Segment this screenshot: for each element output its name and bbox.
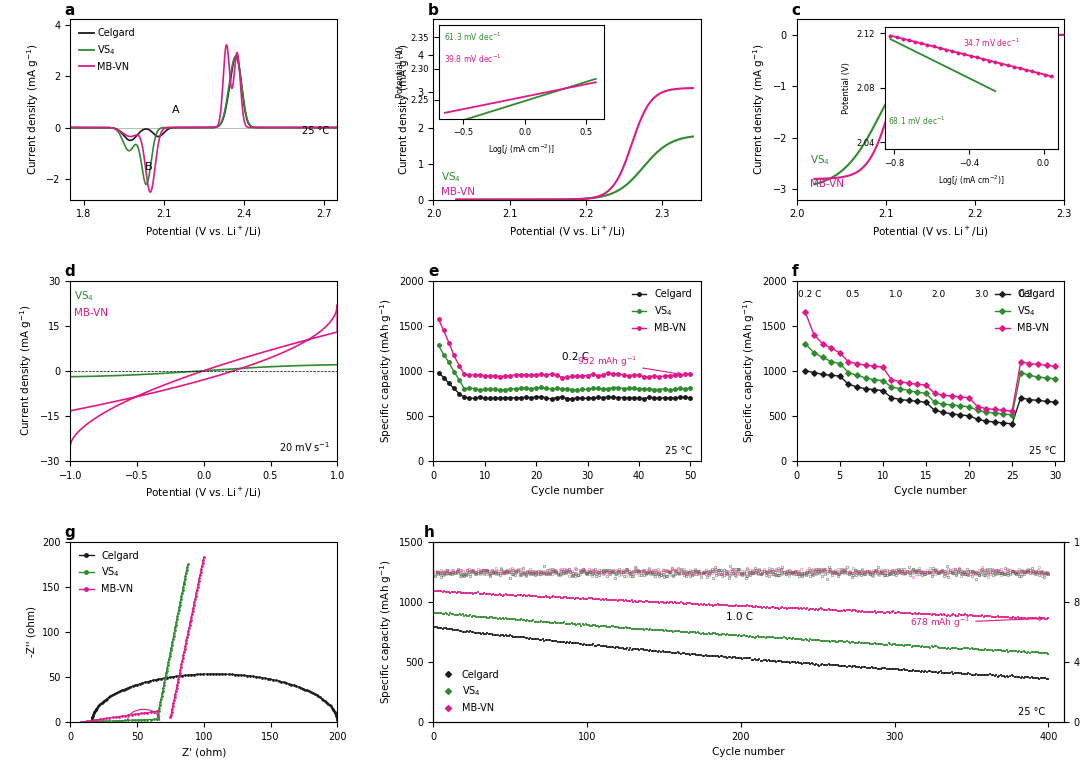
X-axis label: Potential (V vs. Li$^+$/Li): Potential (V vs. Li$^+$/Li) bbox=[146, 486, 262, 500]
Text: 2.0: 2.0 bbox=[932, 290, 946, 299]
Legend: Celgard, VS$_4$, MB-VN: Celgard, VS$_4$, MB-VN bbox=[438, 666, 503, 717]
X-axis label: Potential (V vs. Li$^+$/Li): Potential (V vs. Li$^+$/Li) bbox=[509, 225, 625, 239]
Text: a: a bbox=[65, 2, 76, 18]
Text: h: h bbox=[424, 525, 435, 540]
Y-axis label: Specific capacity (mAh g$^{-1}$): Specific capacity (mAh g$^{-1}$) bbox=[741, 299, 757, 443]
Text: B: B bbox=[145, 162, 152, 172]
Text: 678 mAh g$^{-1}$: 678 mAh g$^{-1}$ bbox=[910, 615, 1043, 630]
Text: 1.0: 1.0 bbox=[889, 290, 903, 299]
Legend: Celgard, VS$_4$, MB-VN: Celgard, VS$_4$, MB-VN bbox=[76, 24, 139, 75]
Text: g: g bbox=[65, 525, 76, 540]
Text: b: b bbox=[428, 2, 438, 18]
Text: MB-VN: MB-VN bbox=[441, 187, 475, 198]
X-axis label: Cycle number: Cycle number bbox=[530, 486, 604, 496]
Text: MB-VN: MB-VN bbox=[810, 179, 845, 189]
X-axis label: Cycle number: Cycle number bbox=[894, 486, 967, 496]
X-axis label: Potential (V vs. Li$^+$/Li): Potential (V vs. Li$^+$/Li) bbox=[872, 225, 988, 239]
Text: 20 mV s$^{-1}$: 20 mV s$^{-1}$ bbox=[280, 440, 330, 454]
Text: 0.5: 0.5 bbox=[846, 290, 860, 299]
Legend: Celgard, VS$_4$, MB-VN: Celgard, VS$_4$, MB-VN bbox=[627, 286, 696, 337]
Text: 25 °C: 25 °C bbox=[1028, 446, 1056, 456]
Y-axis label: Specific capacity (mAh g$^{-1}$): Specific capacity (mAh g$^{-1}$) bbox=[378, 299, 393, 443]
Text: 952 mAh g$^{-1}$: 952 mAh g$^{-1}$ bbox=[578, 355, 681, 376]
Text: 25 °C: 25 °C bbox=[1017, 706, 1044, 717]
Text: 3.0: 3.0 bbox=[975, 290, 989, 299]
Text: e: e bbox=[428, 264, 438, 279]
Y-axis label: Specific capacity (mAh g$^{-1}$): Specific capacity (mAh g$^{-1}$) bbox=[378, 559, 393, 704]
Text: VS$_4$: VS$_4$ bbox=[75, 289, 94, 303]
Y-axis label: Current density (mA g$^{-1}$): Current density (mA g$^{-1}$) bbox=[396, 44, 411, 175]
Text: 0.2 C: 0.2 C bbox=[562, 352, 589, 362]
Text: d: d bbox=[65, 264, 76, 279]
Y-axis label: Current density (mA g$^{-1}$): Current density (mA g$^{-1}$) bbox=[25, 44, 41, 175]
Text: VS$_4$: VS$_4$ bbox=[810, 153, 831, 167]
Text: c: c bbox=[792, 2, 800, 18]
X-axis label: Z' (ohm): Z' (ohm) bbox=[181, 747, 226, 757]
Legend: Celgard, VS$_4$, MB-VN: Celgard, VS$_4$, MB-VN bbox=[76, 547, 143, 598]
Text: 1.0 C: 1.0 C bbox=[726, 612, 753, 622]
Text: 25 °C: 25 °C bbox=[302, 127, 329, 136]
X-axis label: Potential (V vs. Li$^+$/Li): Potential (V vs. Li$^+$/Li) bbox=[146, 225, 262, 239]
Text: VS$_4$: VS$_4$ bbox=[441, 170, 461, 184]
Text: 0.2 C: 0.2 C bbox=[798, 290, 821, 299]
Y-axis label: Current density (mA g$^{-1}$): Current density (mA g$^{-1}$) bbox=[18, 305, 35, 436]
Text: 25 °C: 25 °C bbox=[665, 446, 692, 456]
Text: f: f bbox=[792, 264, 798, 279]
Text: A: A bbox=[172, 105, 179, 115]
Text: MB-VN: MB-VN bbox=[75, 307, 108, 317]
Y-axis label: Current density (mA g$^{-1}$): Current density (mA g$^{-1}$) bbox=[752, 44, 767, 175]
Legend: Celgard, VS$_4$, MB-VN: Celgard, VS$_4$, MB-VN bbox=[991, 286, 1058, 337]
Text: 0.2: 0.2 bbox=[1018, 290, 1032, 299]
X-axis label: Cycle number: Cycle number bbox=[713, 747, 785, 757]
Y-axis label: -Z'' (ohm): -Z'' (ohm) bbox=[26, 606, 37, 657]
